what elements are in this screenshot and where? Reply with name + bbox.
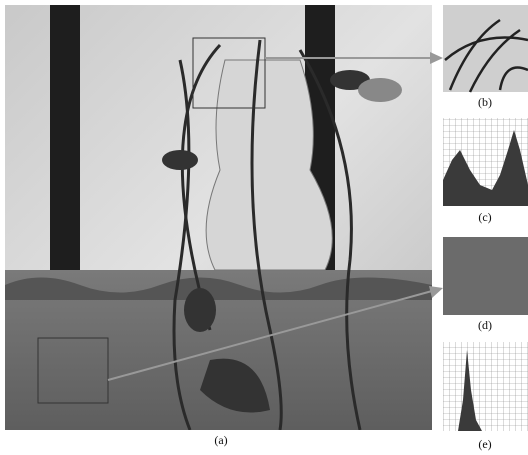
main-photo <box>5 5 432 430</box>
label-d: (d) <box>478 318 492 332</box>
histogram-e <box>443 342 528 431</box>
label-c: (c) <box>478 210 491 224</box>
crop-b <box>443 5 528 92</box>
crop-d <box>443 237 528 315</box>
page: (a) (b) (c) (d) (e) (() => { const data … <box>0 0 528 455</box>
label-a: (a) <box>214 433 227 447</box>
label-b: (b) <box>478 95 492 109</box>
figure: (a) (b) (c) (d) (e) <box>0 0 528 455</box>
label-e: (e) <box>478 437 491 451</box>
histogram-c <box>443 118 528 206</box>
